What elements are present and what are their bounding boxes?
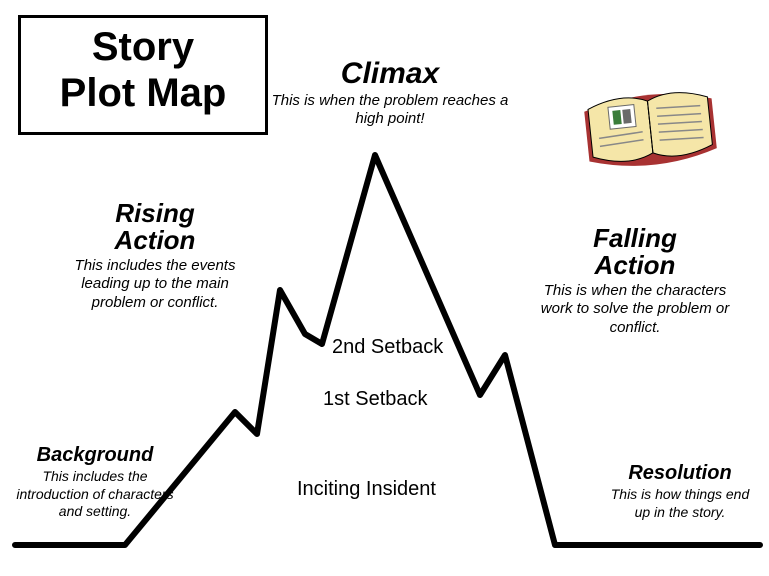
rising-desc: This includes the events leading up to t… — [60, 257, 250, 313]
resolution-heading: Resolution — [605, 463, 755, 484]
falling-heading: Falling Action — [540, 225, 730, 280]
falling-desc: This is when the characters work to solv… — [540, 282, 730, 338]
section-falling: Falling Action This is when the characte… — [540, 225, 730, 338]
climax-desc: This is when the problem reaches a high … — [260, 92, 520, 130]
section-climax: Climax This is when the problem reaches … — [260, 58, 520, 129]
section-rising: Rising Action This includes the events l… — [60, 200, 250, 313]
annotation-1st-setback: 1st Setback — [323, 388, 428, 411]
annotation-inciting-incident: Inciting Insident — [297, 478, 436, 501]
background-heading: Background — [10, 445, 180, 466]
climax-heading: Climax — [260, 58, 520, 90]
section-background: Background This includes the introductio… — [10, 445, 180, 521]
section-resolution: Resolution This is how things end up in … — [605, 463, 755, 521]
background-desc: This includes the introduction of charac… — [10, 468, 180, 521]
book-icon — [580, 75, 720, 175]
resolution-desc: This is how things end up in the story. — [605, 486, 755, 521]
annotation-2nd-setback: 2nd Setback — [332, 336, 443, 359]
rising-heading: Rising Action — [60, 200, 250, 255]
